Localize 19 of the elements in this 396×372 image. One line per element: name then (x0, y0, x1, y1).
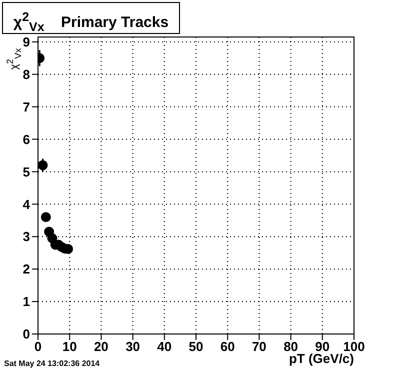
x-tick-label: 70 (252, 339, 266, 354)
x-tick-label: 0 (34, 339, 42, 354)
y-tick-label: 6 (22, 132, 30, 147)
y-tick-label: 3 (22, 229, 30, 244)
y-tick-label: 8 (22, 66, 30, 82)
x-tick-label: 30 (126, 339, 140, 354)
y-tick-label: 9 (22, 34, 30, 50)
x-tick-label: 60 (220, 339, 235, 354)
x-tick-label: 20 (94, 339, 108, 354)
y-tick-label: 4 (22, 196, 31, 212)
y-tick-label: 7 (22, 99, 30, 114)
y-tick-label: 1 (22, 294, 30, 310)
y-tick-label: 5 (22, 164, 30, 180)
y-tick-label: 0 (22, 326, 30, 342)
x-tick-label: 10 (62, 339, 77, 354)
x-tick-label: 40 (157, 339, 172, 354)
x-tick-label: 50 (188, 339, 204, 354)
text: Sat May 24 13:02:36 2014 (4, 359, 100, 368)
y-tick-label: 2 (22, 262, 30, 277)
